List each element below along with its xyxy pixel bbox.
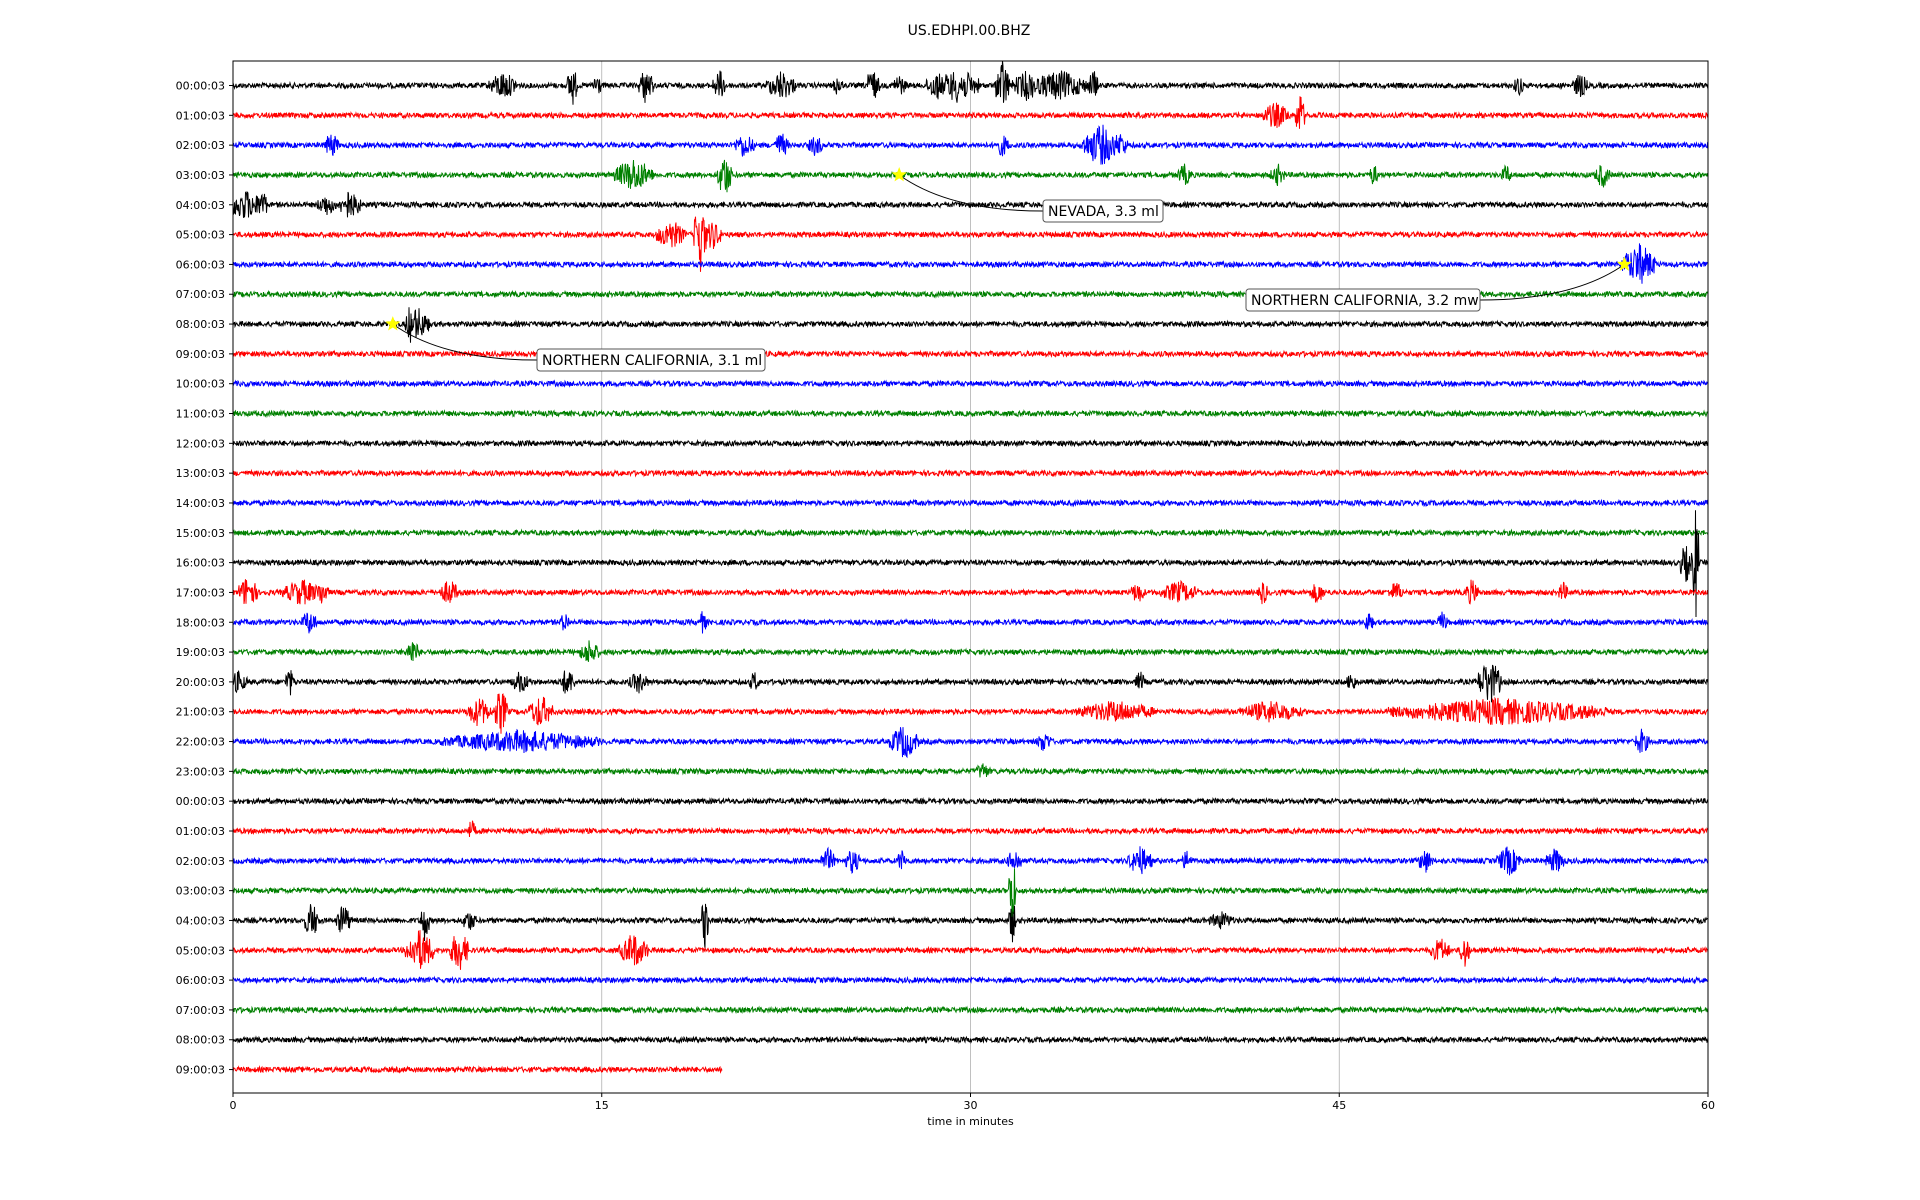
trace-line xyxy=(232,349,1709,359)
x-tick-label: 15 xyxy=(595,1099,609,1112)
event-label-box xyxy=(1042,199,1164,223)
y-tick-label: 23:00:03 xyxy=(176,765,225,778)
event-connector xyxy=(1479,263,1625,301)
y-tick-label: 15:00:03 xyxy=(176,527,225,540)
y-tick-label: 17:00:03 xyxy=(176,586,225,599)
trace-line xyxy=(232,868,1709,918)
y-tick-label: 08:00:03 xyxy=(176,318,225,331)
y-tick-label: 08:00:03 xyxy=(176,1034,225,1047)
y-tick-label: 05:00:03 xyxy=(176,944,225,957)
y-tick-label: 02:00:03 xyxy=(176,139,225,152)
y-tick-label: 03:00:03 xyxy=(176,885,225,898)
trace-line xyxy=(232,96,1709,129)
x-axis-label: time in minutes xyxy=(927,1115,1014,1128)
event-label-box xyxy=(1245,288,1481,312)
grid-lines xyxy=(601,61,1340,1093)
trace-line xyxy=(232,159,1709,193)
trace-line xyxy=(232,124,1709,165)
trace-line xyxy=(232,664,1709,703)
y-tick-label: 04:00:03 xyxy=(176,199,225,212)
trace-line xyxy=(232,1035,1709,1045)
y-tick-label: 06:00:03 xyxy=(176,974,225,987)
y-tick-label: 01:00:03 xyxy=(176,109,225,122)
y-tick-label: 09:00:03 xyxy=(176,1064,225,1077)
event-star-icon xyxy=(891,167,907,182)
event-star-icon xyxy=(1616,256,1632,271)
event-label: NORTHERN CALIFORNIA, 3.2 mw xyxy=(1251,293,1479,309)
chart-title: US.EDHPI.00.BHZ xyxy=(908,23,1031,39)
trace-line xyxy=(232,930,1709,970)
event-label: NORTHERN CALIFORNIA, 3.1 ml xyxy=(542,353,762,369)
trace-line xyxy=(232,498,1709,508)
y-tick-label: 16:00:03 xyxy=(176,557,225,570)
y-tick-label: 18:00:03 xyxy=(176,616,225,629)
trace-line xyxy=(232,528,1709,538)
y-tick-label: 19:00:03 xyxy=(176,646,225,659)
trace-line xyxy=(232,409,1709,419)
trace-line xyxy=(232,611,1709,634)
y-tick-label: 01:00:03 xyxy=(176,825,225,838)
y-tick-label: 03:00:03 xyxy=(176,169,225,182)
y-tick-label: 10:00:03 xyxy=(176,378,225,391)
trace-line xyxy=(232,579,1709,605)
trace-line xyxy=(232,243,1709,284)
trace-line xyxy=(232,510,1709,618)
x-tick-label: 60 xyxy=(1701,1099,1715,1112)
event-star-icon xyxy=(385,316,401,331)
trace-line xyxy=(232,975,1709,985)
x-tick-label: 45 xyxy=(1332,1099,1346,1112)
trace-line xyxy=(232,820,1709,838)
event-connector xyxy=(392,323,538,361)
trace-line xyxy=(232,640,1709,662)
y-tick-label: 11:00:03 xyxy=(176,408,225,421)
y-tick-label: 05:00:03 xyxy=(176,229,225,242)
x-tick-label: 30 xyxy=(964,1099,978,1112)
trace-line xyxy=(232,796,1709,806)
event-annotations: NEVADA, 3.3 ml NORTHERN CALIFORNIA, 3.2 m… xyxy=(385,167,1632,372)
y-tick-label: 12:00:03 xyxy=(176,437,225,450)
y-tick-label: 22:00:03 xyxy=(176,736,225,749)
trace-line xyxy=(232,438,1709,448)
y-tick-label: 21:00:03 xyxy=(176,706,225,719)
trace-line xyxy=(232,307,1709,343)
trace-line xyxy=(232,727,1709,759)
trace-line xyxy=(232,60,1709,105)
y-tick-label: 00:00:03 xyxy=(176,80,225,93)
trace-line xyxy=(232,846,1709,876)
y-tick-label: 06:00:03 xyxy=(176,258,225,271)
trace-line xyxy=(232,763,1709,778)
trace-line xyxy=(232,903,1709,949)
trace-layer xyxy=(232,60,1709,1074)
event-connector xyxy=(898,174,1044,212)
y-tick-label: 07:00:03 xyxy=(176,1004,225,1017)
trace-line xyxy=(232,1005,1709,1015)
event-label-box xyxy=(536,348,766,372)
trace-line xyxy=(232,1065,723,1074)
trace-line xyxy=(232,468,1709,478)
y-tick-label: 13:00:03 xyxy=(176,467,225,480)
plot-frame xyxy=(232,60,1709,1094)
x-tick-label: 0 xyxy=(230,1099,237,1112)
trace-line xyxy=(232,216,1709,272)
y-tick-label: 04:00:03 xyxy=(176,914,225,927)
y-tick-label: 20:00:03 xyxy=(176,676,225,689)
y-tick-label: 14:00:03 xyxy=(176,497,225,510)
y-tick-label: 00:00:03 xyxy=(176,795,225,808)
x-ticks: 0 15 30 45 60 xyxy=(230,1093,1715,1112)
y-tick-label: 09:00:03 xyxy=(176,348,225,361)
trace-line xyxy=(232,693,1709,734)
event-label: NEVADA, 3.3 ml xyxy=(1048,204,1159,220)
y-tick-label: 07:00:03 xyxy=(176,288,225,301)
trace-line xyxy=(232,379,1709,389)
y-tick-label: 02:00:03 xyxy=(176,855,225,868)
y-tick-labels: 00:00:03 01:00:03 02:00:03 03:00:03 04:00:03… xyxy=(176,80,233,1077)
